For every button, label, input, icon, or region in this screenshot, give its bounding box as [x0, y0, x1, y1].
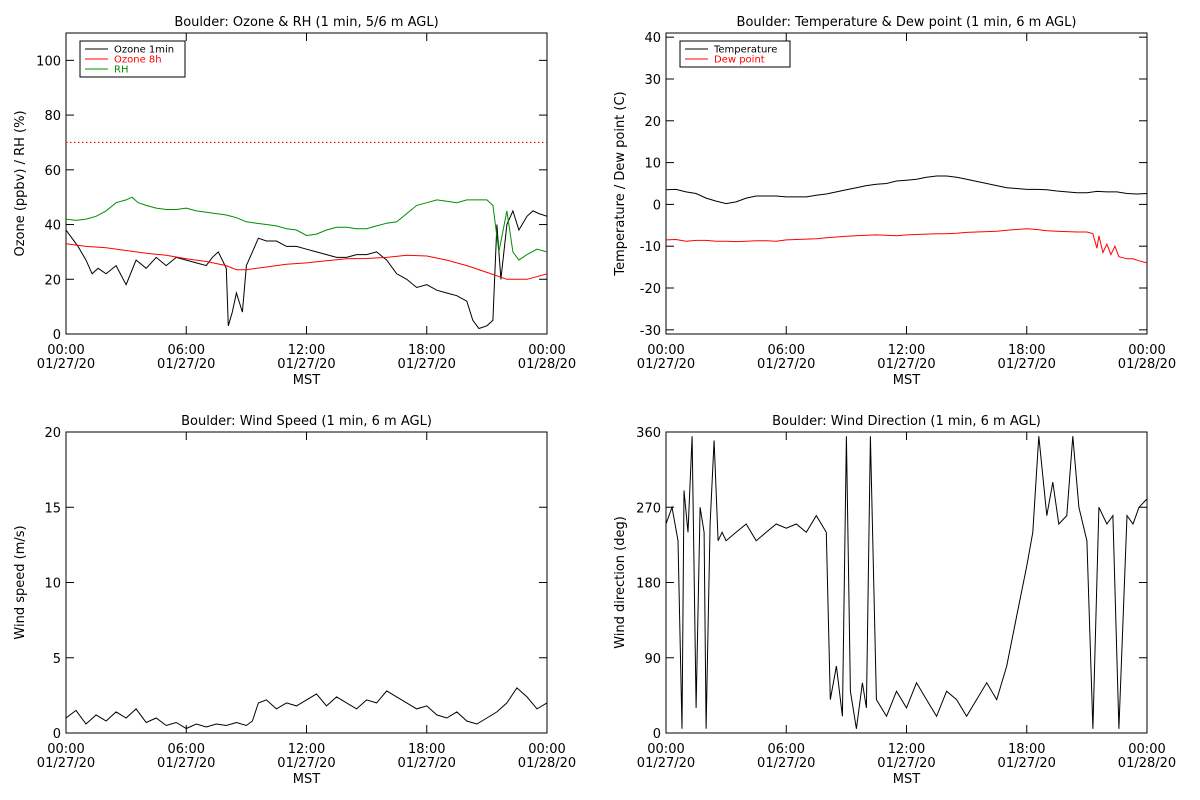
- x-tick-date: 01/27/20: [37, 756, 95, 771]
- plot-frame: [665, 32, 1148, 335]
- x-tick-time: 18:00: [1008, 742, 1045, 757]
- x-axis-label: MST: [893, 373, 920, 388]
- x-tick-date: 01/27/20: [637, 357, 695, 372]
- series-line-rh: [66, 196, 547, 261]
- x-tick-date: 01/27/20: [757, 756, 815, 771]
- x-tick-date: 01/27/20: [277, 357, 335, 372]
- x-tick-time: 06:00: [768, 742, 805, 757]
- y-tick-label: 360: [636, 426, 661, 441]
- x-tick-time: 18:00: [1008, 343, 1045, 358]
- x-tick-time: 12:00: [288, 343, 325, 358]
- x-tick-date: 01/27/20: [637, 756, 695, 771]
- chart-panel-4: Boulder: Wind Direction (1 min, 6 m AGL)…: [613, 414, 1176, 787]
- x-tick-time: 00:00: [528, 343, 565, 358]
- plot-frame: [65, 431, 548, 734]
- y-tick-label: -30: [640, 324, 661, 339]
- chart-panel-3: Boulder: Wind Speed (1 min, 6 m AGL) 0 5 10…: [13, 414, 576, 787]
- chart-title: Boulder: Wind Direction (1 min, 6 m AGL): [772, 414, 1041, 429]
- y-tick-label: 0: [653, 198, 661, 213]
- x-tick-date: 01/27/20: [998, 756, 1056, 771]
- x-tick-time: 12:00: [888, 742, 925, 757]
- legend-label: Ozone 8h: [114, 55, 162, 66]
- x-tick-time: 06:00: [168, 343, 205, 358]
- x-tick-time: 00:00: [647, 742, 684, 757]
- x-axis-label: MST: [893, 772, 920, 787]
- y-tick-label: 60: [44, 164, 61, 179]
- x-axis-label: MST: [293, 772, 320, 787]
- x-tick-time: 06:00: [768, 343, 805, 358]
- y-tick-label: 20: [644, 115, 661, 130]
- legend-box: [679, 40, 791, 68]
- x-tick-time: 18:00: [408, 343, 445, 358]
- x-tick-time: 00:00: [47, 343, 84, 358]
- y-tick-label: 30: [644, 73, 661, 88]
- series-line-ozone-8h: [66, 243, 547, 280]
- x-tick-date: 01/27/20: [877, 756, 935, 771]
- legend-label: Temperature: [713, 45, 777, 56]
- x-tick-date: 01/28/20: [1118, 357, 1176, 372]
- x-tick-time: 06:00: [168, 742, 205, 757]
- series-line-1: [666, 436, 1147, 729]
- y-tick-label: 15: [44, 501, 61, 516]
- x-tick-date: 01/27/20: [37, 357, 95, 372]
- x-tick-time: 00:00: [47, 742, 84, 757]
- plot-frame: [665, 431, 1148, 734]
- x-tick-date: 01/27/20: [277, 756, 335, 771]
- y-tick-label: 180: [636, 577, 661, 592]
- y-tick-label: 90: [644, 652, 661, 667]
- chart-title: Boulder: Wind Speed (1 min, 6 m AGL): [181, 414, 432, 429]
- y-tick-label: 5: [53, 652, 61, 667]
- series-line-1: [66, 687, 547, 730]
- y-axis-label: Wind direction (deg): [613, 516, 628, 649]
- y-axis-label: Ozone (ppbv) / RH (%): [13, 110, 28, 256]
- plot-frame: [65, 32, 548, 335]
- chart-panel-1: Boulder: Ozone & RH (1 min, 5/6 m AGL) 0 2…: [13, 15, 576, 388]
- x-tick-date: 01/27/20: [998, 357, 1056, 372]
- y-tick-label: 10: [44, 577, 61, 592]
- y-tick-label: 100: [36, 54, 61, 69]
- y-tick-label: 0: [53, 727, 61, 742]
- x-tick-time: 00:00: [1128, 742, 1165, 757]
- y-tick-label: 0: [653, 727, 661, 742]
- series-line-dew-point: [666, 228, 1147, 264]
- y-tick-label: 40: [644, 31, 661, 46]
- y-axis-label: Wind speed (m/s): [13, 525, 28, 639]
- chart-title: Boulder: Ozone & RH (1 min, 5/6 m AGL): [174, 15, 438, 30]
- y-axis-label: Temperature / Dew point (C): [613, 91, 628, 276]
- x-tick-date: 01/28/20: [518, 357, 576, 372]
- series-line-temperature: [666, 175, 1147, 205]
- x-tick-date: 01/27/20: [157, 357, 215, 372]
- x-tick-date: 01/28/20: [1118, 756, 1176, 771]
- x-tick-date: 01/27/20: [398, 756, 456, 771]
- y-tick-label: 40: [44, 219, 61, 234]
- y-tick-label: 80: [44, 109, 61, 124]
- y-tick-label: 0: [53, 328, 61, 343]
- x-tick-time: 12:00: [288, 742, 325, 757]
- y-tick-label: 10: [644, 157, 661, 172]
- x-tick-date: 01/27/20: [398, 357, 456, 372]
- x-tick-date: 01/28/20: [518, 756, 576, 771]
- chart-panel-2: Boulder: Temperature & Dew point (1 min,…: [613, 15, 1176, 388]
- legend-label: Ozone 1min: [114, 45, 174, 56]
- series-line-ozone-1min: [66, 209, 547, 330]
- legend-label: RH: [114, 65, 128, 76]
- y-tick-label: -20: [640, 282, 661, 297]
- legend-label: Dew point: [714, 55, 765, 66]
- x-tick-time: 00:00: [647, 343, 684, 358]
- x-tick-time: 00:00: [528, 742, 565, 757]
- y-tick-label: -10: [640, 240, 661, 255]
- x-tick-date: 01/27/20: [757, 357, 815, 372]
- x-tick-time: 18:00: [408, 742, 445, 757]
- x-tick-time: 12:00: [888, 343, 925, 358]
- y-tick-label: 20: [44, 273, 61, 288]
- x-tick-date: 01/27/20: [157, 756, 215, 771]
- chart-title: Boulder: Temperature & Dew point (1 min,…: [737, 15, 1077, 30]
- y-tick-label: 20: [44, 426, 61, 441]
- x-axis-label: MST: [293, 373, 320, 388]
- x-tick-time: 00:00: [1128, 343, 1165, 358]
- y-tick-label: 270: [636, 501, 661, 516]
- x-tick-date: 01/27/20: [877, 357, 935, 372]
